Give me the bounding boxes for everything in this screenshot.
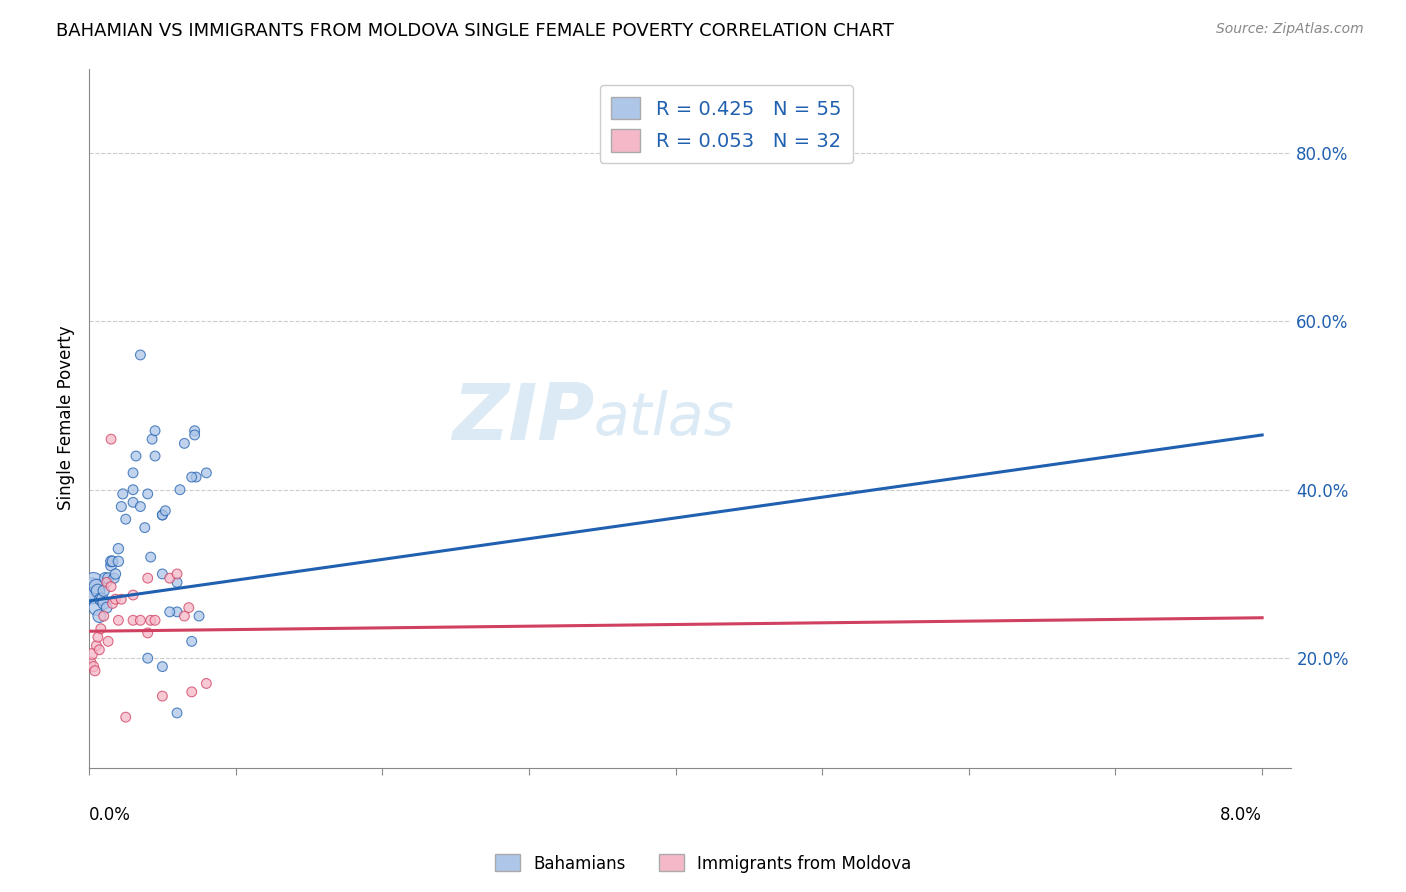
Point <box>150 508 173 522</box>
Point <box>173 436 195 450</box>
Point <box>86 600 108 615</box>
Point <box>166 566 188 581</box>
Point <box>139 613 162 627</box>
Point <box>101 596 124 610</box>
Point <box>100 558 122 573</box>
Point <box>129 348 152 362</box>
Point <box>184 470 207 484</box>
Point <box>100 432 122 446</box>
Point <box>150 566 173 581</box>
Text: 8.0%: 8.0% <box>1220 806 1263 824</box>
Point <box>97 571 120 585</box>
Point <box>136 487 159 501</box>
Point <box>90 592 112 607</box>
Point <box>188 609 211 624</box>
Point <box>86 580 108 594</box>
Point <box>114 710 136 724</box>
Point <box>136 626 159 640</box>
Point <box>195 466 218 480</box>
Y-axis label: Single Female Poverty: Single Female Poverty <box>58 326 75 510</box>
Point <box>183 428 205 442</box>
Point <box>129 613 152 627</box>
Point <box>139 550 162 565</box>
Point <box>96 575 118 590</box>
Legend: R = 0.425   N = 55, R = 0.053   N = 32: R = 0.425 N = 55, R = 0.053 N = 32 <box>599 86 853 163</box>
Point <box>122 483 145 497</box>
Point <box>104 566 127 581</box>
Point <box>84 588 107 602</box>
Point <box>166 706 188 720</box>
Point <box>93 596 115 610</box>
Point <box>103 571 125 585</box>
Point <box>166 575 188 590</box>
Point <box>166 605 188 619</box>
Point <box>136 651 159 665</box>
Point <box>104 592 127 607</box>
Text: ZIP: ZIP <box>451 380 595 456</box>
Point <box>169 483 191 497</box>
Point <box>107 613 129 627</box>
Point <box>101 554 124 568</box>
Point <box>97 634 120 648</box>
Point <box>195 676 218 690</box>
Text: atlas: atlas <box>595 390 735 447</box>
Point <box>87 583 110 598</box>
Point <box>150 508 173 522</box>
Text: Source: ZipAtlas.com: Source: ZipAtlas.com <box>1216 22 1364 37</box>
Point <box>125 449 148 463</box>
Point <box>80 647 103 661</box>
Point <box>107 541 129 556</box>
Point <box>89 642 111 657</box>
Point <box>122 495 145 509</box>
Point <box>82 575 104 590</box>
Point <box>180 470 202 484</box>
Point <box>143 424 166 438</box>
Point <box>91 592 114 607</box>
Text: 0.0%: 0.0% <box>89 806 131 824</box>
Point <box>136 571 159 585</box>
Point <box>84 664 107 678</box>
Point <box>173 609 195 624</box>
Point <box>114 512 136 526</box>
Point <box>96 600 118 615</box>
Point <box>134 521 156 535</box>
Point <box>111 487 134 501</box>
Point <box>93 583 115 598</box>
Point <box>141 432 163 446</box>
Point <box>90 622 112 636</box>
Point <box>143 613 166 627</box>
Point <box>110 592 132 607</box>
Point <box>180 634 202 648</box>
Point <box>150 689 173 703</box>
Point <box>122 613 145 627</box>
Point <box>183 424 205 438</box>
Point <box>93 609 115 624</box>
Point <box>159 605 181 619</box>
Text: BAHAMIAN VS IMMIGRANTS FROM MOLDOVA SINGLE FEMALE POVERTY CORRELATION CHART: BAHAMIAN VS IMMIGRANTS FROM MOLDOVA SING… <box>56 22 894 40</box>
Point <box>82 659 104 673</box>
Point <box>94 571 117 585</box>
Point <box>107 554 129 568</box>
Point <box>122 588 145 602</box>
Point <box>79 656 101 670</box>
Point <box>177 600 200 615</box>
Point <box>122 466 145 480</box>
Point <box>129 500 152 514</box>
Point <box>80 583 103 598</box>
Point <box>110 500 132 514</box>
Point <box>180 685 202 699</box>
Legend: Bahamians, Immigrants from Moldova: Bahamians, Immigrants from Moldova <box>488 847 918 880</box>
Point <box>100 580 122 594</box>
Point <box>155 504 177 518</box>
Point <box>86 639 108 653</box>
Point <box>159 571 181 585</box>
Point <box>87 630 110 644</box>
Point <box>143 449 166 463</box>
Point <box>150 659 173 673</box>
Point <box>89 609 111 624</box>
Point <box>100 554 122 568</box>
